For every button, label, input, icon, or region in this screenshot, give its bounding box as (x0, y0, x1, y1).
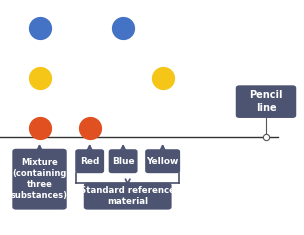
FancyBboxPatch shape (12, 149, 67, 210)
FancyBboxPatch shape (145, 149, 180, 173)
Text: Standard reference
material: Standard reference material (80, 186, 175, 206)
Text: Blue: Blue (112, 157, 134, 166)
Point (160, 76, 165, 79)
FancyBboxPatch shape (109, 149, 137, 173)
Text: Yellow: Yellow (147, 157, 179, 166)
Text: Mixture
(containing
three
substances): Mixture (containing three substances) (11, 158, 68, 200)
Point (37, 26, 42, 30)
FancyBboxPatch shape (236, 85, 296, 118)
Point (37, 126, 42, 130)
Text: Pencil
line: Pencil line (249, 90, 283, 113)
Text: Red: Red (80, 157, 99, 166)
Point (121, 26, 126, 30)
Point (87, 126, 92, 130)
Point (37, 76, 42, 79)
FancyBboxPatch shape (75, 149, 104, 173)
FancyBboxPatch shape (84, 183, 171, 210)
